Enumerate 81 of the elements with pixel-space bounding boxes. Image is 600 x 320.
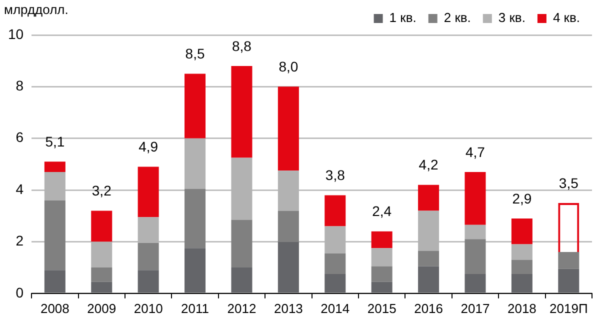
- bar: [184, 74, 206, 138]
- x-tick-label: 2017: [460, 300, 490, 316]
- x-tick-label: 2009: [87, 300, 116, 316]
- bar: [278, 242, 299, 293]
- bar: [324, 253, 346, 274]
- total-label: 4,9: [138, 138, 158, 155]
- x-tick-label: 2008: [40, 300, 70, 316]
- bar: [44, 162, 66, 172]
- bar: [91, 282, 112, 293]
- x-tick-label: 2012: [227, 300, 256, 316]
- bar: [91, 268, 112, 282]
- bar: [464, 224, 486, 240]
- bar: [418, 250, 440, 266]
- bar: [278, 86, 299, 171]
- bar: [184, 188, 206, 248]
- x-tick-label: 2010: [134, 300, 163, 316]
- bar: [231, 158, 252, 220]
- y-tick-label: 6: [16, 129, 24, 146]
- total-label: 3,8: [325, 167, 346, 184]
- x-tick-label: 2019П: [550, 300, 588, 316]
- total-label: 8,5: [185, 46, 205, 62]
- bar: [464, 172, 486, 225]
- x-tick-label: 2015: [367, 300, 396, 316]
- bar: [231, 66, 252, 158]
- total-label: 4,2: [418, 156, 438, 173]
- bar: [558, 252, 580, 269]
- legend-label: 1 кв.: [389, 10, 416, 26]
- bar: [371, 282, 392, 293]
- bar: [558, 268, 580, 293]
- x-tick-label: 2013: [274, 300, 303, 316]
- bar: [371, 248, 392, 266]
- bar: [371, 231, 392, 248]
- y-axis-title: млрддолл.: [4, 2, 68, 18]
- bar: [231, 220, 252, 268]
- bar: [511, 244, 532, 260]
- bar: [138, 243, 159, 270]
- total-label: 8,0: [278, 58, 298, 75]
- x-tick-label: 2016: [414, 300, 444, 316]
- bar: [511, 218, 532, 244]
- total-label: 5,1: [45, 133, 65, 150]
- bar: [184, 138, 206, 189]
- bar: [371, 266, 392, 282]
- total-label: 4,7: [466, 144, 486, 160]
- legend-label: 2 кв.: [444, 10, 471, 26]
- total-label: 3,5: [558, 174, 579, 191]
- bar: [278, 170, 299, 211]
- bar: [278, 210, 299, 242]
- bar: [138, 217, 159, 244]
- bar: [324, 226, 346, 254]
- bar: [418, 210, 440, 251]
- bar: [511, 260, 532, 274]
- total-label: 2,4: [372, 203, 392, 220]
- bar: [231, 268, 252, 293]
- y-tick-label: 10: [8, 26, 24, 42]
- bar: [511, 274, 532, 293]
- x-tick-label: 2018: [507, 300, 536, 316]
- y-tick-label: 8: [16, 78, 24, 94]
- y-tick-label: 0: [16, 284, 24, 300]
- total-label: 3,2: [92, 182, 112, 199]
- bar: [91, 210, 112, 242]
- bar: [418, 266, 440, 293]
- bar: [464, 274, 486, 293]
- bar: [184, 248, 206, 293]
- bar: [324, 274, 346, 293]
- total-label: 8,8: [232, 38, 252, 54]
- bar: [44, 200, 66, 270]
- y-tick-label: 2: [16, 232, 24, 249]
- bar: [44, 270, 66, 293]
- x-tick-label: 2014: [320, 300, 350, 316]
- bar: [418, 184, 440, 211]
- bar: [138, 270, 159, 293]
- legend-label: 3 кв.: [498, 10, 526, 26]
- bar: [138, 166, 159, 218]
- x-tick-label: 2011: [181, 300, 210, 316]
- bar: [464, 239, 486, 274]
- legend-label: 4 кв.: [552, 10, 580, 26]
- y-tick-label: 4: [16, 180, 24, 197]
- bar: [324, 195, 346, 226]
- bar: [44, 172, 66, 200]
- bar: [91, 242, 112, 268]
- total-label: 2,9: [512, 190, 532, 206]
